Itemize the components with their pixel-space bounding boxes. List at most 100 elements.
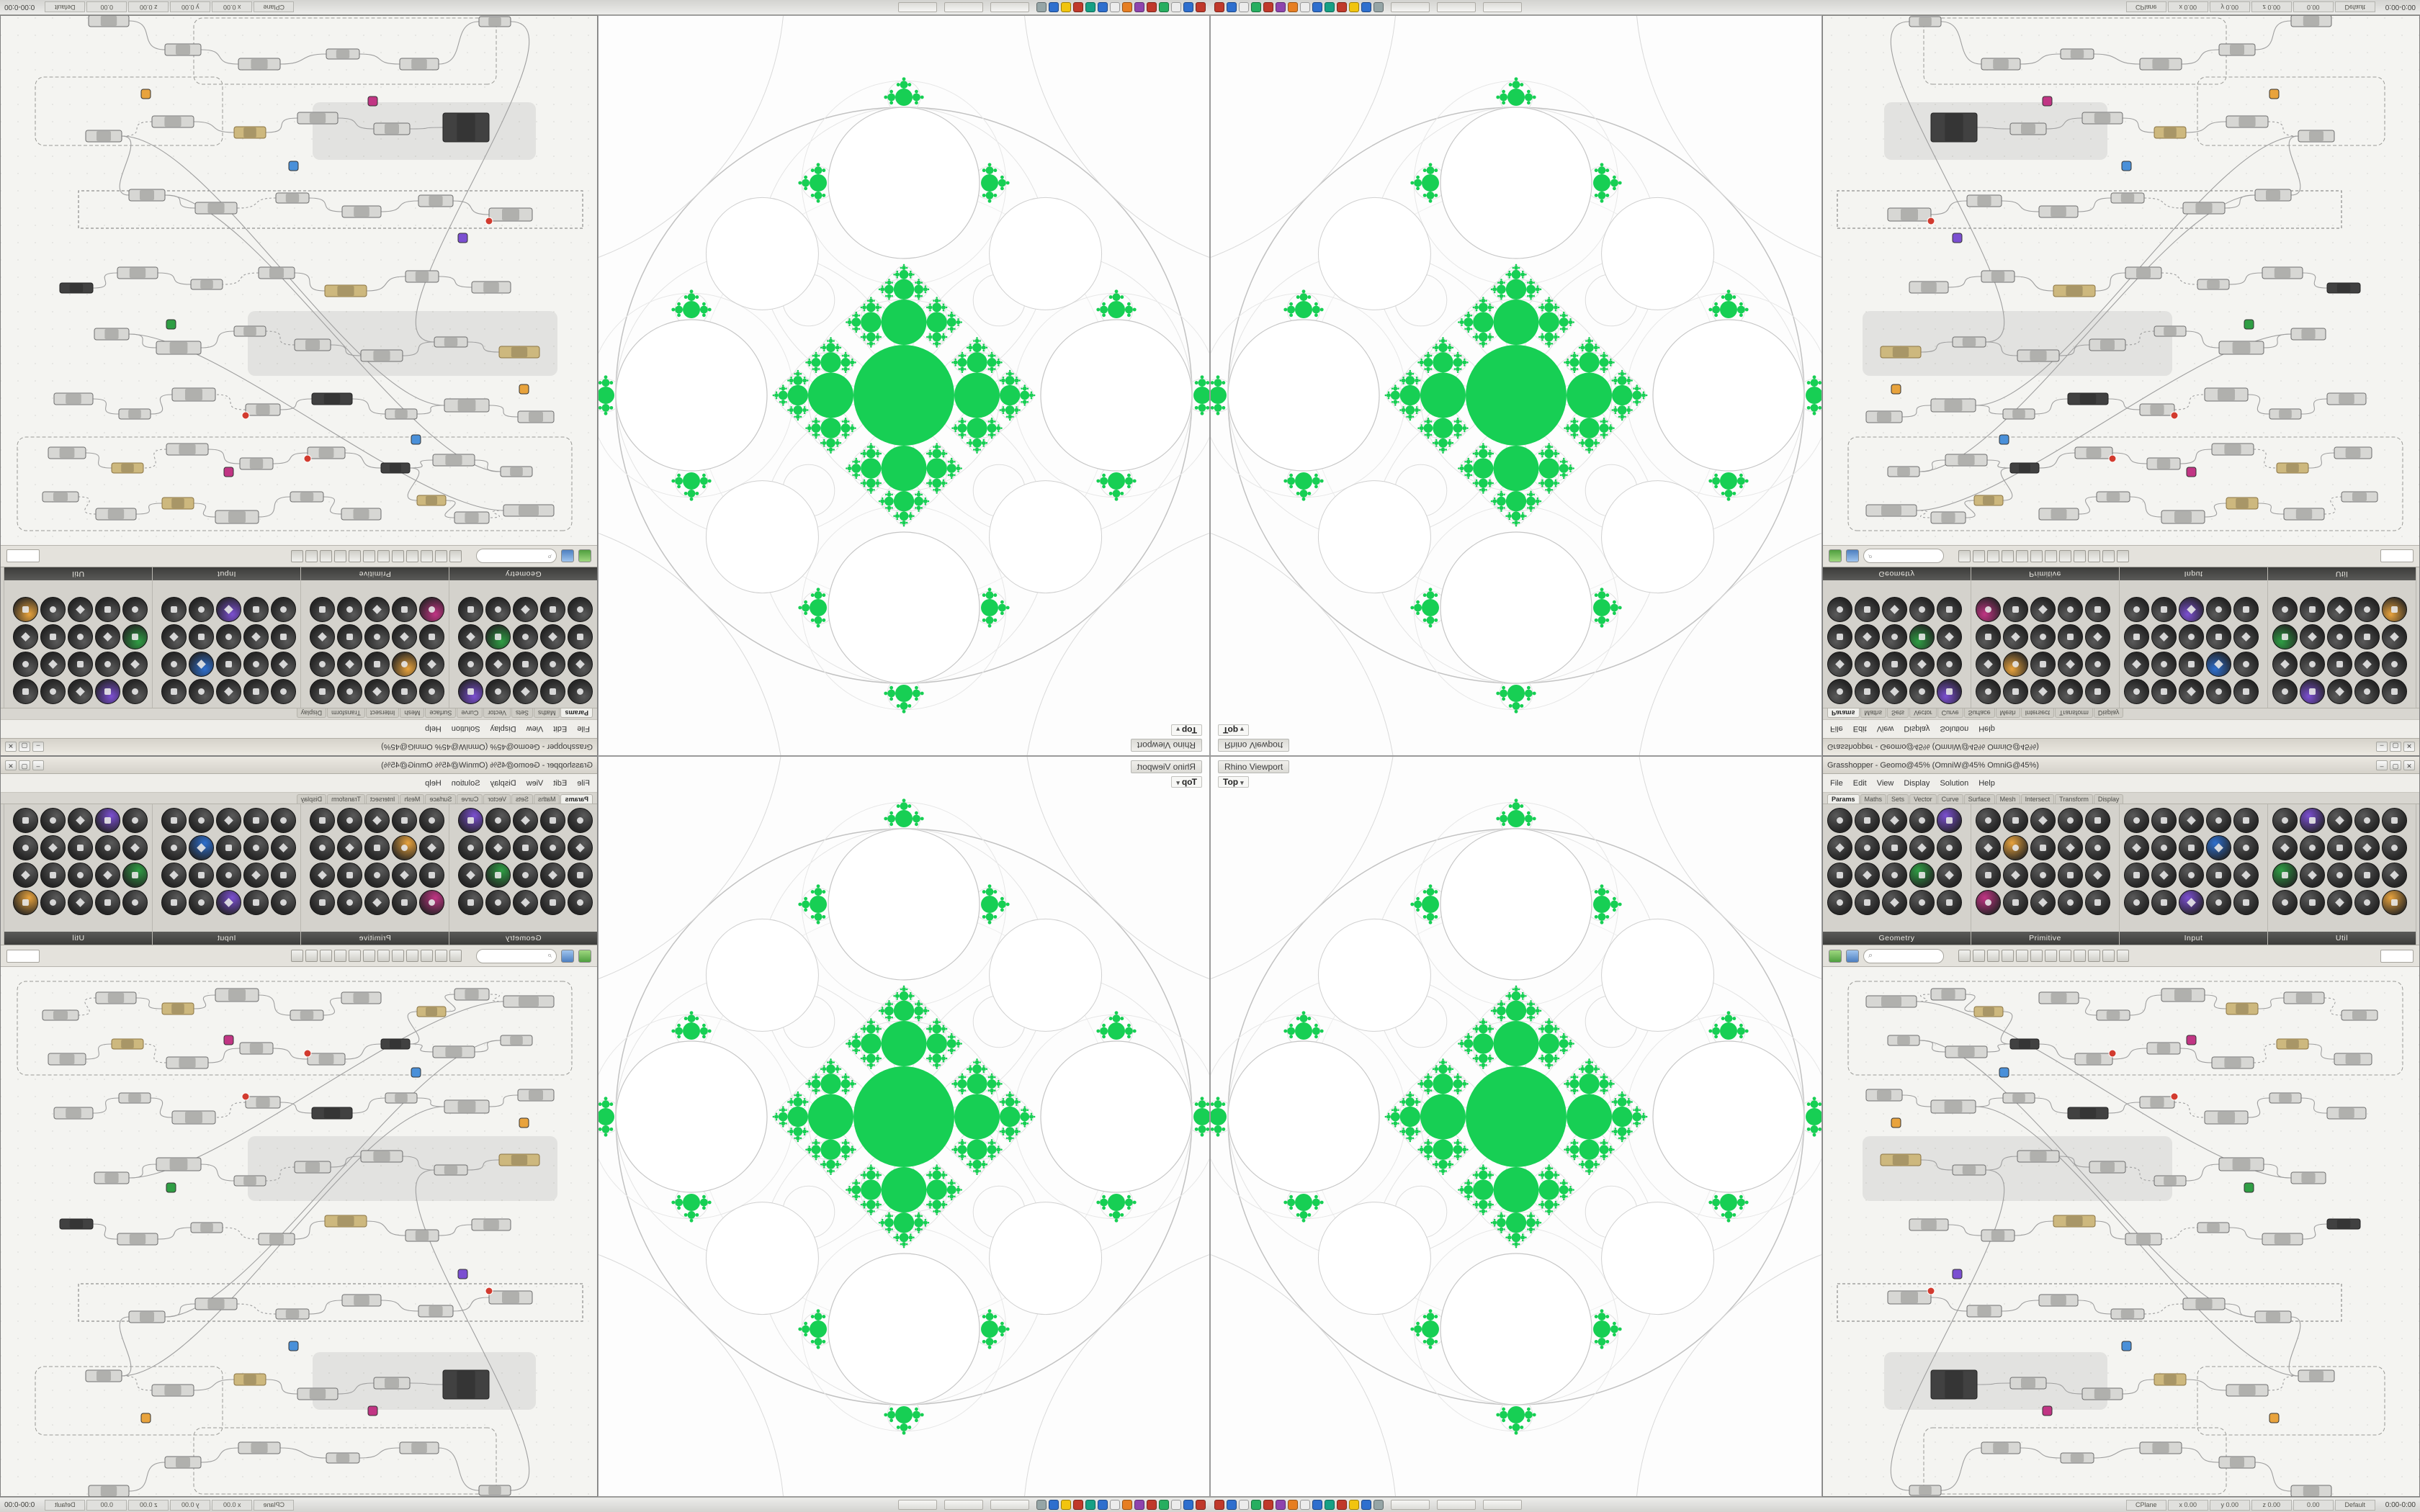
component-icon[interactable]: [419, 652, 444, 677]
component-icon[interactable]: [2382, 624, 2407, 649]
component-icon[interactable]: [2233, 679, 2259, 704]
tab-sets[interactable]: Sets: [511, 794, 533, 804]
component-icon[interactable]: [364, 597, 390, 622]
save-icon[interactable]: [1829, 549, 1842, 563]
component-icon[interactable]: [1855, 597, 1880, 622]
component-icon[interactable]: [13, 679, 38, 704]
taskbar-app-icon[interactable]: [1373, 1500, 1384, 1510]
component-icon[interactable]: [2151, 808, 2177, 833]
gh-component[interactable]: [128, 189, 166, 202]
component-icon[interactable]: [2206, 652, 2231, 677]
component-icon[interactable]: [1827, 808, 1852, 833]
gh-component[interactable]: [2326, 392, 2367, 405]
taskbar-app-icon[interactable]: [1159, 2, 1169, 12]
menu-item-edit[interactable]: Edit: [553, 778, 568, 788]
canvas-view-button[interactable]: [421, 950, 433, 962]
gh-component[interactable]: [2218, 43, 2256, 56]
canvas-view-button[interactable]: [1973, 950, 1985, 962]
canvas-view-button[interactable]: [2102, 550, 2115, 562]
gh-component[interactable]: [360, 349, 403, 362]
open-icon[interactable]: [561, 549, 574, 563]
component-icon[interactable]: [2300, 890, 2325, 915]
zoom-indicator[interactable]: [6, 549, 40, 563]
component-icon[interactable]: [40, 890, 66, 915]
gh-component[interactable]: [258, 266, 295, 279]
component-icon[interactable]: [2354, 624, 2380, 649]
taskbar-app-icon[interactable]: [1159, 1500, 1169, 1510]
component-icon[interactable]: [2327, 679, 2352, 704]
component-icon[interactable]: [1976, 890, 2001, 915]
canvas-view-button[interactable]: [2016, 550, 2028, 562]
tab-maths[interactable]: Maths: [1860, 708, 1887, 718]
canvas-view-button[interactable]: [2117, 550, 2129, 562]
menu-item-view[interactable]: View: [1876, 724, 1894, 734]
gh-component[interactable]: [85, 130, 122, 143]
component-icon[interactable]: [2272, 863, 2298, 888]
gh-component[interactable]: [418, 194, 454, 207]
canvas-view-button[interactable]: [305, 550, 318, 562]
component-icon[interactable]: [1909, 624, 1935, 649]
gh-component[interactable]: [2276, 1038, 2309, 1050]
tab-surface[interactable]: Surface: [425, 794, 457, 804]
component-icon[interactable]: [1909, 652, 1935, 677]
status-segment[interactable]: CPlane: [254, 1, 295, 13]
component-icon[interactable]: [1976, 835, 2001, 860]
component-icon[interactable]: [2382, 835, 2407, 860]
menu-item-help[interactable]: Help: [425, 724, 442, 734]
component-icon[interactable]: [2382, 679, 2407, 704]
taskbar-app-icon[interactable]: [1214, 2, 1224, 12]
component-icon[interactable]: [540, 808, 565, 833]
gh-component[interactable]: [2002, 1092, 2035, 1104]
gh-component[interactable]: [2254, 189, 2292, 202]
gh-component[interactable]: [156, 341, 202, 355]
component-icon[interactable]: [2151, 679, 2177, 704]
gh-component[interactable]: [380, 462, 411, 474]
canvas-view-button[interactable]: [392, 950, 404, 962]
gh-component[interactable]: [454, 511, 490, 524]
status-segment[interactable]: CPlane: [2125, 1499, 2166, 1511]
gh-component[interactable]: [416, 1006, 447, 1017]
taskbar-window-button[interactable]: [1437, 1500, 1476, 1510]
gh-component[interactable]: [1981, 1441, 2021, 1454]
gh-param-icon[interactable]: [166, 1182, 176, 1193]
component-icon[interactable]: [1909, 863, 1935, 888]
component-icon[interactable]: [122, 597, 148, 622]
gh-param-icon[interactable]: [1999, 434, 2009, 445]
component-icon[interactable]: [189, 624, 214, 649]
taskbar-app-icon[interactable]: [1085, 2, 1095, 12]
component-icon[interactable]: [310, 624, 335, 649]
component-icon[interactable]: [2151, 597, 2177, 622]
gh-component[interactable]: [399, 1441, 439, 1454]
component-icon[interactable]: [2354, 808, 2380, 833]
gh-component[interactable]: [500, 1035, 533, 1046]
gh-component[interactable]: [118, 1092, 151, 1104]
tab-sets[interactable]: Sets: [1887, 708, 1909, 718]
gh-component[interactable]: [215, 510, 259, 524]
tab-maths[interactable]: Maths: [533, 794, 560, 804]
canvas-view-button[interactable]: [2059, 550, 2071, 562]
gh-component[interactable]: [118, 408, 151, 420]
component-icon[interactable]: [2206, 890, 2231, 915]
status-segment[interactable]: z 0.00: [128, 1499, 169, 1511]
component-icon[interactable]: [68, 624, 93, 649]
component-icon[interactable]: [1937, 808, 1962, 833]
gh-component[interactable]: [2110, 1308, 2145, 1320]
taskbar-app-icon[interactable]: [1349, 2, 1359, 12]
tab-vector[interactable]: Vector: [1909, 794, 1937, 804]
component-icon[interactable]: [2003, 890, 2028, 915]
viewport-view-dropdown[interactable]: Top▾: [1171, 724, 1202, 736]
component-icon[interactable]: [1855, 835, 1880, 860]
canvas-view-button[interactable]: [449, 550, 462, 562]
gh-component[interactable]: [2161, 510, 2205, 524]
canvas-view-button[interactable]: [2045, 550, 2057, 562]
taskbar-window-button[interactable]: [1483, 1500, 1522, 1510]
gh-component[interactable]: [111, 1038, 144, 1050]
taskbar-app-icon[interactable]: [1122, 1500, 1132, 1510]
tab-mesh[interactable]: Mesh: [1995, 794, 2020, 804]
component-icon[interactable]: [161, 679, 187, 704]
component-icon[interactable]: [485, 890, 511, 915]
component-icon[interactable]: [2058, 597, 2083, 622]
viewport-view-dropdown[interactable]: Top▾: [1218, 776, 1249, 788]
tab-display[interactable]: Display: [2093, 708, 2124, 718]
component-icon[interactable]: [2030, 624, 2056, 649]
